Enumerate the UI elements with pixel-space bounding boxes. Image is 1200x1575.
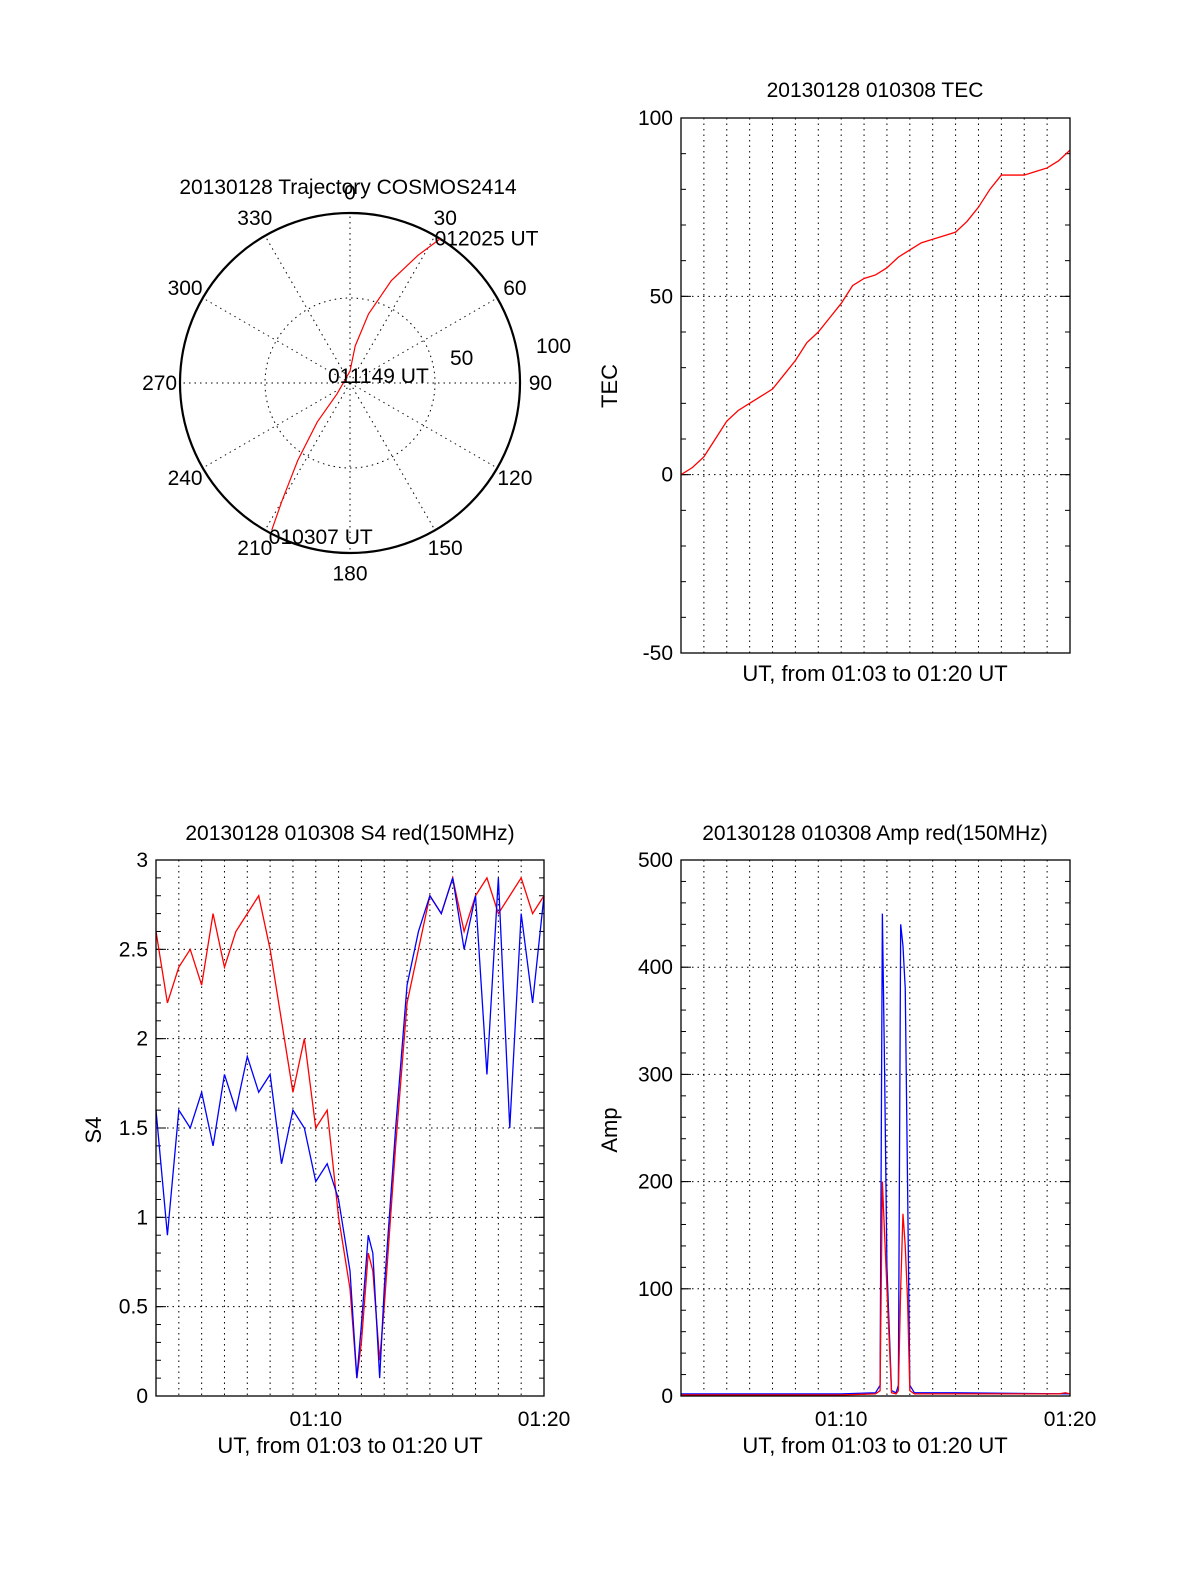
series-line-red (681, 1181, 1071, 1396)
s4-panel: 20130128 010308 S4 red(150MHz) 0 0.5 1 1.5 2… (81, 822, 570, 1458)
y-tick-label: 300 (638, 1063, 673, 1086)
polar-angle-label: 120 (497, 467, 532, 490)
y-tick-label: 100 (638, 1278, 673, 1301)
y-tick-label: 0 (661, 1385, 673, 1408)
amp-panel: 20130128 010308 Amp red(150MHz) 0 100 200 3… (597, 822, 1096, 1458)
polar-radius-label: 50 (450, 347, 473, 370)
y-tick-label: 400 (638, 956, 673, 979)
plot-frame (680, 859, 1071, 1397)
s4-xlabel: UT, from 01:03 to 01:20 UT (217, 1433, 482, 1458)
polar-angle-label: 0 (344, 182, 356, 205)
polar-grid (178, 211, 522, 555)
x-tick-label: 01:10 (289, 1408, 342, 1431)
tec-xlabel: UT, from 01:03 to 01:20 UT (742, 661, 1007, 686)
amp-title: 20130128 010308 Amp red(150MHz) (702, 822, 1048, 845)
polar-inner-ring (264, 297, 436, 469)
polar-angle-label: 240 (168, 467, 203, 490)
y-tick-label: 0.5 (119, 1296, 148, 1319)
amp-plot: 0 100 200 300 400 500 01:10 01:20 (638, 849, 1096, 1431)
y-tick-label: 2.5 (119, 938, 148, 961)
polar-annotations: 012025 UT 011149 UT 010307 UT (269, 227, 539, 549)
polar-spoke (264, 382, 351, 531)
y-tick-label: -50 (643, 642, 673, 665)
y-tick-label: 0 (661, 464, 673, 487)
polar-radius-label: 100 (536, 335, 571, 358)
polar-angle-labels: 0 30 60 90 120 150 180 210 240 270 300 330 50 100 (142, 182, 571, 586)
y-tick-label: 1 (136, 1206, 148, 1229)
tec-panel: 20130128 010308 TEC -50 0 50 100 UT, from 0… (597, 79, 1071, 686)
polar-angle-label: 90 (529, 372, 552, 395)
series-line-blue (155, 877, 545, 1379)
plot-frame (680, 117, 1071, 654)
polar-angle-label: 150 (428, 537, 463, 560)
y-tick-label: 500 (638, 849, 673, 872)
polar-angle-label: 270 (142, 372, 177, 395)
x-tick-label: 01:20 (1044, 1408, 1097, 1431)
polar-spoke (202, 297, 351, 384)
polar-outer-ring (178, 211, 522, 555)
s4-title: 20130128 010308 S4 red(150MHz) (185, 822, 514, 845)
polar-track (271, 238, 441, 531)
y-tick-label: 50 (650, 285, 673, 308)
polar-spoke (264, 235, 351, 384)
polar-annotation: 010307 UT (269, 526, 373, 549)
polar-angle-label: 210 (237, 537, 272, 560)
amp-ylabel: Amp (597, 1107, 622, 1152)
polar-angle-label: 300 (168, 277, 203, 300)
amp-xlabel: UT, from 01:03 to 01:20 UT (742, 1433, 1007, 1458)
polar-spoke (349, 297, 498, 384)
polar-spoke (349, 235, 436, 384)
polar-annotation: 012025 UT (435, 227, 539, 250)
y-tick-label: 1.5 (119, 1117, 148, 1140)
series-line-red (680, 149, 1071, 476)
polar-track-line (271, 238, 441, 531)
x-tick-label: 01:20 (518, 1408, 571, 1431)
y-tick-label: 3 (136, 849, 148, 872)
polar-angle-label: 60 (503, 277, 526, 300)
polar-title: 20130128 Trajectory COSMOS2414 (179, 176, 517, 199)
x-tick-label: 01:10 (815, 1408, 868, 1431)
y-tick-label: 100 (638, 107, 673, 130)
polar-annotation: 011149 UT (328, 365, 429, 388)
tec-plot: -50 0 50 100 (638, 107, 1071, 665)
polar-panel: 20130128 Trajectory COSMOS2414 0 30 60 90 12… (142, 176, 571, 585)
polar-spoke (349, 382, 436, 531)
polar-spoke (349, 382, 498, 469)
series-line-blue (681, 913, 1071, 1395)
polar-angle-label: 180 (332, 562, 367, 585)
y-tick-label: 200 (638, 1171, 673, 1194)
y-tick-label: 2 (136, 1028, 148, 1051)
tec-title: 20130128 010308 TEC (767, 79, 984, 102)
s4-plot: 0 0.5 1 1.5 2 2.5 3 01:10 01:20 (119, 849, 570, 1431)
polar-angle-label: 30 (434, 207, 457, 230)
polar-angle-label: 330 (237, 207, 272, 230)
y-tick-label: 0 (136, 1385, 148, 1408)
s4-ylabel: S4 (81, 1117, 106, 1144)
plot-frame (155, 859, 545, 1397)
tec-ylabel: TEC (597, 364, 622, 408)
polar-spoke (202, 382, 351, 469)
